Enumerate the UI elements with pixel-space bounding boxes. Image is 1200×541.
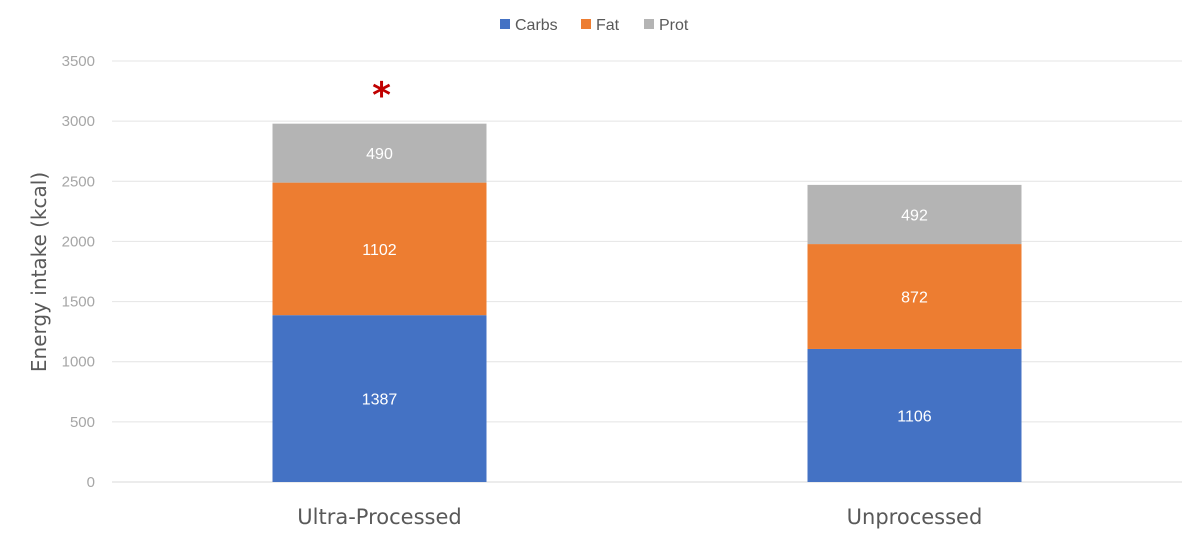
category-label: Ultra-Processed [297,505,461,529]
legend-label-fat: Fat [596,17,620,34]
y-tick-label: 2000 [62,233,95,250]
legend-label-carbs: Carbs [515,17,558,34]
bar-segment-fat [807,244,1022,349]
data-label: 872 [901,290,928,307]
bar-segment-prot [807,184,1022,245]
data-label: 1387 [362,392,398,409]
y-tick-label: 1000 [62,354,95,371]
y-axis-label: Energy intake (kcal) [27,172,51,372]
legend-swatch-fat [581,19,591,29]
y-tick-label: 500 [70,414,95,431]
bar-segment-carbs [272,315,487,482]
bar-segment-prot [272,123,487,183]
chart-legend: Carbs Fat Prot [500,17,689,34]
y-tick-label: 3500 [62,53,95,70]
bar-segment-carbs [807,348,1022,482]
y-tick-label: 0 [87,474,95,491]
y-axis-ticks: 0 500 1000 1500 2000 2500 3000 3500 [62,53,95,491]
legend-swatch-carbs [500,19,510,29]
data-label: 1106 [897,408,932,425]
data-label: 1102 [362,242,397,259]
data-label: 490 [366,146,393,163]
y-tick-label: 2500 [62,173,95,190]
x-axis-categories: Ultra-Processed Unprocessed [297,505,982,529]
data-label: 492 [901,207,928,224]
legend-label-prot: Prot [659,17,689,34]
bar-stacks: 1387 1102 490 1106 872 492 [272,123,1022,482]
bar-segment-fat [272,182,487,316]
significance-marker: * [372,76,391,117]
category-label: Unprocessed [847,505,983,529]
legend-swatch-prot [644,19,654,29]
y-tick-label: 3000 [62,113,95,130]
y-tick-label: 1500 [62,294,95,311]
annotations: * [372,76,391,117]
